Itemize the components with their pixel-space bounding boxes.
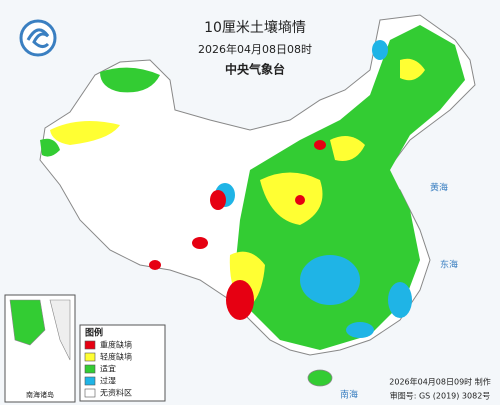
footer-approval: 审图号: GS (2019) 3082号 — [390, 391, 491, 401]
map-time: 2026年04月08日08时 — [198, 42, 312, 56]
logo — [19, 19, 57, 57]
legend-swatch — [84, 376, 96, 386]
map-title: 10厘米土壤墒情 — [204, 19, 306, 36]
legend-swatch — [84, 364, 96, 374]
legend-swatch — [84, 352, 96, 362]
legend-swatch — [84, 388, 96, 398]
map-agency: 中央气象台 — [225, 62, 285, 77]
legend-title: 图例 — [85, 327, 103, 339]
sea-label: 南海 — [340, 389, 358, 401]
hainan — [307, 369, 333, 387]
inset: 南海诸岛 — [4, 294, 76, 403]
sea-label: 东海 — [440, 259, 458, 271]
legend-label: 轻度缺墒 — [100, 352, 132, 362]
inset-label: 南海诸岛 — [26, 390, 54, 399]
footer-made: 2026年04月08日09时 制作 — [389, 377, 490, 387]
legend-label: 适宜 — [100, 364, 116, 374]
sea-label: 黄海 — [430, 182, 448, 194]
legend-swatch — [84, 340, 96, 350]
legend-label: 重度缺墒 — [100, 340, 132, 350]
moisture-regions — [40, 25, 465, 383]
legend-label: 无资料区 — [100, 388, 132, 398]
legend-label: 过湿 — [100, 376, 116, 386]
